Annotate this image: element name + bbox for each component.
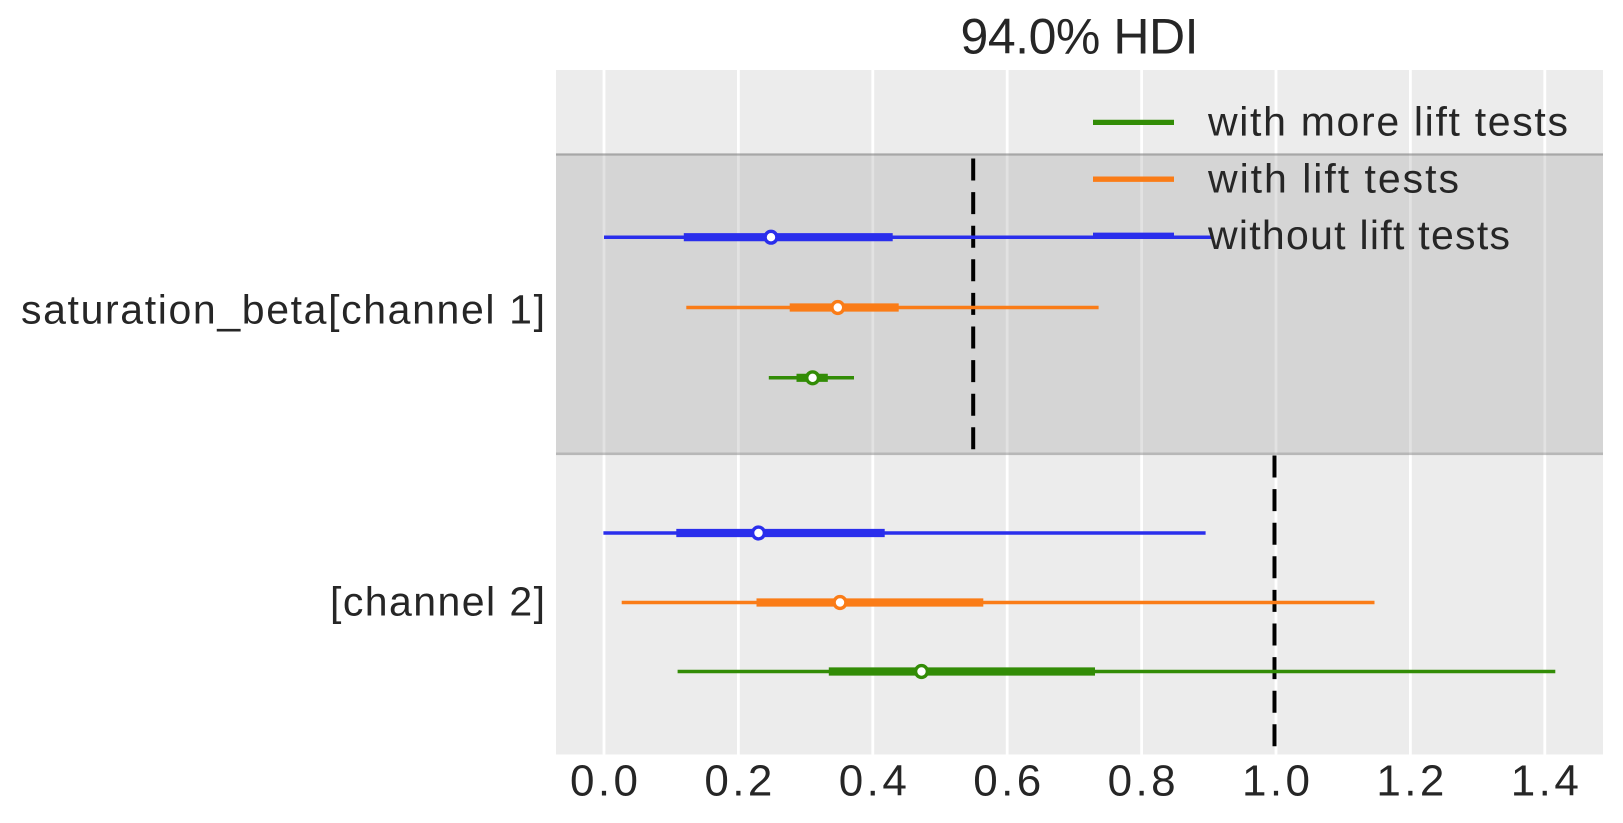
svg-text:0.2: 0.2 [704,757,772,806]
svg-text:94.0% HDI: 94.0% HDI [961,9,1199,65]
svg-text:saturation_beta[channel 1]: saturation_beta[channel 1] [21,287,545,333]
svg-text:1.2: 1.2 [1376,757,1444,806]
svg-text:with lift tests: with lift tests [1207,156,1459,202]
svg-text:0.4: 0.4 [839,757,907,806]
svg-text:0.0: 0.0 [570,757,638,806]
svg-text:with more lift tests: with more lift tests [1207,99,1568,145]
svg-text:1.0: 1.0 [1242,757,1310,806]
svg-text:1.4: 1.4 [1511,757,1579,806]
svg-text:0.6: 0.6 [973,757,1041,806]
svg-text:[channel 2]: [channel 2] [330,579,545,625]
svg-text:0.8: 0.8 [1108,757,1176,806]
